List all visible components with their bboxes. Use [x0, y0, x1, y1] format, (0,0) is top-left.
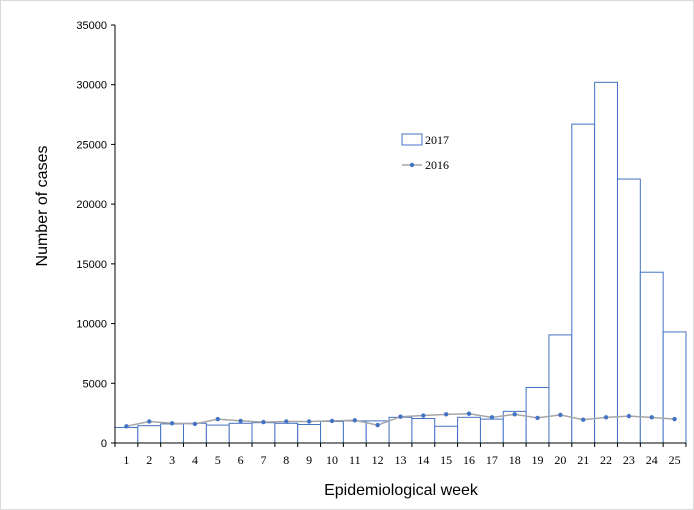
bar-2017-week-2	[137, 425, 162, 444]
point-2016-week-13	[398, 414, 403, 419]
point-2016-week-19	[535, 415, 540, 421]
x-tick-label: 7	[260, 453, 266, 467]
bar-2017-week-11	[342, 420, 367, 444]
x-tick-label: 25	[669, 453, 681, 467]
point-2016-week-20	[558, 412, 563, 418]
line-2016	[124, 411, 677, 429]
x-tick-label: 21	[577, 453, 589, 467]
point-2016-week-24	[649, 415, 654, 420]
x-tick-label: 1	[123, 453, 129, 467]
x-tick-label: 13	[395, 453, 407, 467]
point-2016-week-18	[512, 412, 517, 417]
y-tick-labels: 0 5000 10000 15000 20000 25000 30000 35000	[76, 20, 107, 450]
bar-2017-week-21	[571, 123, 596, 444]
bar-2017-week-20	[548, 334, 573, 444]
x-tick-label: 19	[532, 453, 544, 467]
x-tick-label: 4	[192, 453, 198, 467]
x-tick-label: 24	[646, 453, 658, 467]
point-2016-week-11	[352, 418, 358, 423]
point-2016-week-14	[421, 413, 426, 418]
bar-2017-week-4	[183, 422, 207, 444]
y-tick-label: 10000	[76, 319, 107, 331]
legend: 2017 2016	[401, 133, 449, 172]
bar-2017-week-25	[662, 331, 687, 444]
legend-label-2017: 2017	[425, 133, 449, 147]
axes	[111, 24, 687, 447]
point-2016-week-5	[215, 416, 220, 422]
bars-2017	[114, 81, 687, 444]
bar-2017-week-8	[274, 422, 299, 444]
bar-2017-week-9	[297, 423, 322, 444]
point-2016-week-3	[169, 421, 175, 426]
y-tick-label: 30000	[76, 80, 107, 92]
bar-2017-week-22	[594, 81, 618, 444]
x-tick-label: 9	[306, 453, 312, 467]
bar-2017-week-5	[205, 424, 230, 444]
bar-2017-week-1	[114, 426, 139, 444]
point-2016-week-21	[581, 417, 586, 422]
y-tick-label: 25000	[76, 139, 107, 151]
point-2016-week-16	[466, 411, 472, 416]
y-tick-label: 5000	[83, 378, 107, 390]
x-tick-label: 22	[600, 453, 612, 467]
legend-swatch-2017	[401, 133, 423, 146]
x-axis-title: Epidemiological week	[324, 482, 479, 499]
bar-2017-week-19	[525, 386, 550, 444]
x-tick-label: 16	[463, 453, 475, 467]
x-tick-label: 2	[146, 453, 152, 467]
x-tick-label: 6	[238, 453, 244, 467]
y-axis-title: Number of cases	[34, 146, 51, 267]
bar-2017-week-10	[320, 421, 344, 444]
point-2016-week-12	[375, 422, 380, 428]
x-tick-label: 10	[326, 453, 338, 467]
point-2016-week-4	[192, 421, 198, 427]
point-2016-week-10	[329, 418, 335, 424]
bar-2017-week-13	[388, 416, 413, 444]
x-tick-label: 20	[554, 453, 566, 467]
y-tick-label: 20000	[76, 199, 107, 211]
x-tick-label: 12	[372, 453, 384, 467]
x-tick-label: 18	[509, 453, 521, 467]
bar-2017-week-16	[457, 416, 481, 444]
legend-marker-2016	[409, 162, 415, 168]
point-2016-week-6	[238, 418, 243, 424]
bar-2017-week-17	[479, 418, 504, 444]
x-tick-label: 15	[440, 453, 452, 467]
y-tick-label: 0	[101, 438, 107, 450]
x-tick-label: 14	[417, 453, 429, 467]
x-tick-label: 5	[215, 453, 221, 467]
x-tick-label: 17	[486, 453, 498, 467]
x-tick-label: 8	[283, 453, 289, 467]
point-2016-week-8	[284, 419, 289, 424]
bar-2017-week-15	[434, 425, 459, 444]
point-2016-week-2	[147, 419, 152, 424]
point-2016-week-7	[261, 419, 266, 425]
point-2016-week-17	[489, 415, 495, 420]
bar-2017-week-3	[160, 423, 185, 444]
x-tick-labels: 1 2 3 4 5 6 7 8 9 10 11 12 13 14 15 16 17 18 19 20 21 22 23 24 2…	[123, 453, 680, 467]
x-tick-label: 23	[623, 453, 635, 467]
bar-2017-week-7	[251, 422, 276, 444]
point-2016-week-15	[443, 412, 449, 417]
bar-2017-week-14	[411, 418, 436, 444]
bar-2017-week-23	[616, 178, 641, 444]
legend-label-2016: 2016	[425, 158, 449, 172]
bar-2017-week-6	[228, 422, 253, 444]
y-tick-label: 35000	[76, 20, 107, 32]
point-2016-week-9	[306, 419, 312, 424]
point-2016-week-25	[672, 416, 677, 422]
point-2016-week-23	[626, 413, 632, 419]
point-2016-week-1	[124, 424, 129, 429]
x-tick-label: 11	[349, 453, 361, 467]
y-tick-label: 15000	[76, 259, 107, 271]
point-2016-week-22	[603, 415, 609, 420]
x-tick-label: 3	[169, 453, 175, 467]
